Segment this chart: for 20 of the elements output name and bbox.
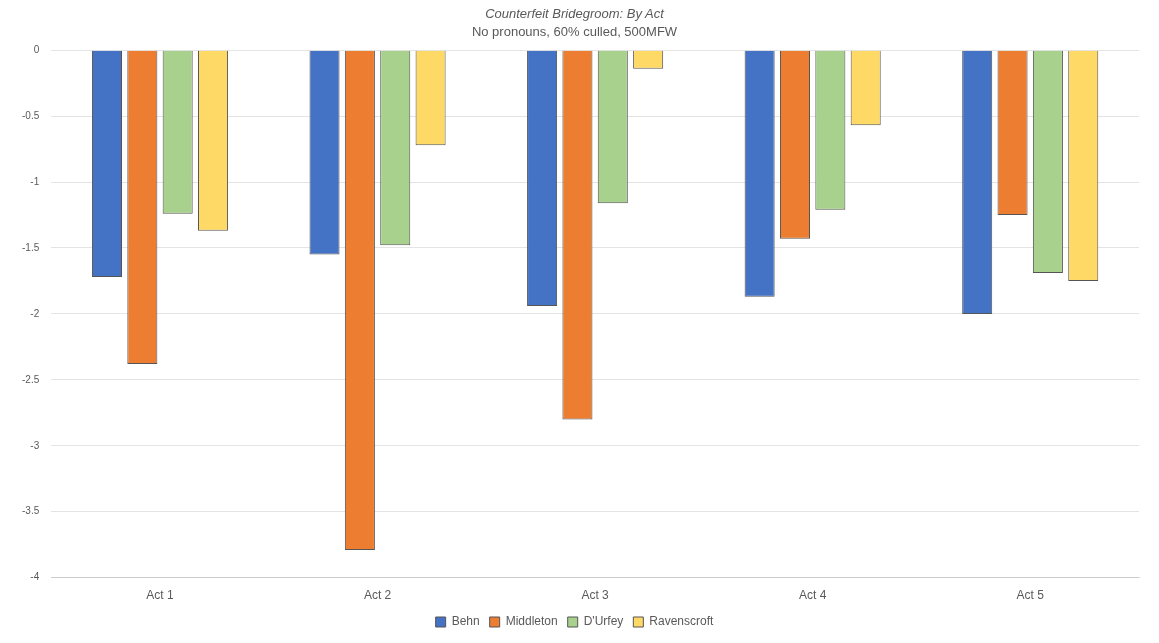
x-tick-label: Act 2 xyxy=(363,588,392,603)
y-tick-label: -3 xyxy=(30,439,40,451)
legend-label: Behn xyxy=(451,614,480,629)
y-tick-label: -4 xyxy=(30,571,40,583)
y-tick-label: -3.5 xyxy=(22,505,40,517)
y-tick-label: -1.5 xyxy=(22,241,40,253)
x-tick-label: Act 1 xyxy=(146,588,174,603)
chart-title: Counterfeit Bridegroom: By Act xyxy=(485,6,666,22)
y-tick-label: -2 xyxy=(30,307,40,319)
legend-label: Middleton xyxy=(505,614,558,629)
y-tick-label: -1 xyxy=(30,175,40,187)
x-tick-label: Act 5 xyxy=(1016,588,1045,603)
x-tick-label: Act 3 xyxy=(581,588,610,603)
x-tick-label: Act 4 xyxy=(798,588,827,603)
y-tick-label: 0 xyxy=(33,43,40,55)
y-tick-label: -2.5 xyxy=(22,373,40,385)
chart-subtitle: No pronouns, 60% culled, 500MFW xyxy=(471,23,678,39)
legend-label: D'Urfey xyxy=(583,614,624,629)
legend-label: Ravenscroft xyxy=(649,614,715,629)
y-tick-label: -0.5 xyxy=(22,109,40,121)
